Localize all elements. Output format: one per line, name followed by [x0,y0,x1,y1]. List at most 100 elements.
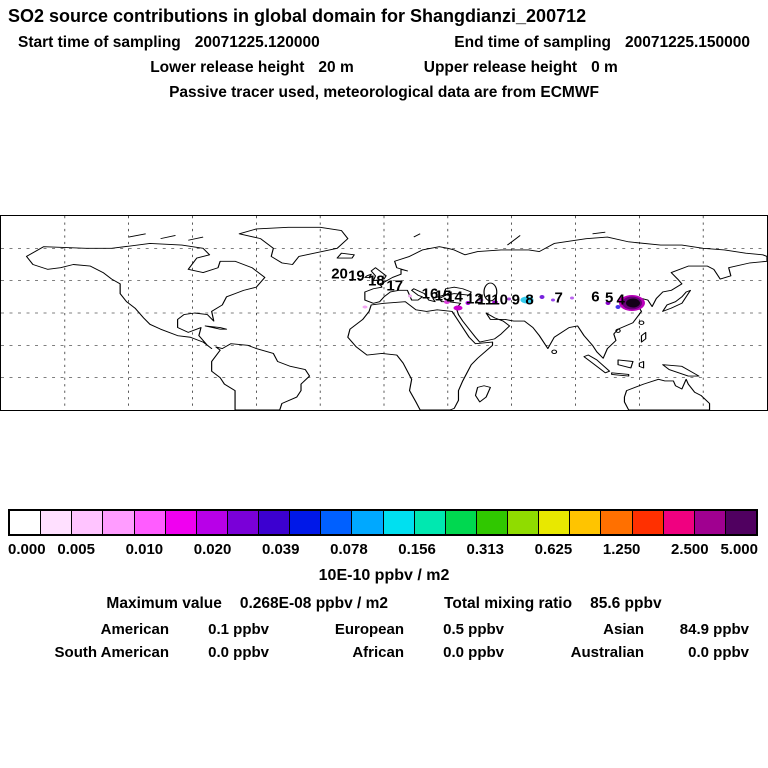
colorbar-cell [693,511,725,534]
stat-label: American [100,621,169,638]
coast-ireland [364,273,372,278]
start-time-value: 20071225.120000 [194,34,320,51]
concentration-patch [570,296,575,300]
trajectory-day-label: 18 [367,272,385,290]
concentration-patch [362,305,368,309]
maximum-value: Maximum value 0.268E-08 ppbv / m2 [106,595,388,613]
lower-release-label: Lower release height [150,59,305,76]
colorbar-cell [289,511,321,534]
colorbar-tick: 0.000 [8,541,46,558]
colorbar-tick: 0.313 [466,541,505,558]
colorbar-cell [320,511,352,534]
trajectory-day-label: 15 [434,287,452,305]
trajectory-day-label: 8 [525,291,534,309]
colorbar-tick: 0.005 [57,541,95,558]
colorbar-units: 10E-10 ppbv / m2 [318,567,450,584]
trajectory-day-label: 20 [331,265,348,283]
stat-label: African [352,644,404,661]
colorbar-cell [382,511,414,534]
lower-release-value: 20 m [318,59,354,76]
concentration-patch [506,297,511,301]
maximum-value-number: 0.268E-08 ppbv / m2 [239,595,389,612]
total-mixing-ratio: Total mixing ratio 85.6 ppbv [444,595,662,613]
colorbar-cell [164,511,196,534]
colorbar-tick: 5.000 [720,541,758,558]
coast-hainan [615,328,621,333]
coast-sumatra [583,354,611,374]
total-mixing-ratio-label: Total mixing ratio [444,595,573,612]
colorbar-cell [631,511,663,534]
colorbar-tick: 0.020 [193,541,232,558]
start-time: Start time of sampling 20071225.120000 [18,34,320,52]
concentration-patch [550,298,555,302]
stat-value: 0.0 ppbv [688,644,749,661]
colorbar-tick: 0.039 [261,541,300,558]
coast-south-america [211,343,311,410]
concentration-patch [520,296,534,304]
colorbar-cell [600,511,632,534]
coast-iceland [336,252,355,259]
coast-madagascar [474,385,491,403]
colorbar-cell [475,511,507,534]
coast-new-guinea [662,364,700,377]
world-map-panel: 20 19 18 17 16 15 14 12 11 10 9 8 7 6 5 4 [0,215,768,411]
colorbar-tick: 1.250 [602,541,641,558]
colorbar-cell [133,511,165,534]
total-mixing-ratio-number: 85.6 ppbv [590,595,662,612]
stat-value: 0.1 ppbv [208,621,269,638]
trajectory-day-label: 5 [605,289,614,307]
colorbar-tick: 0.078 [330,541,368,558]
coast-sri-lanka [551,349,558,355]
trajectory-day-label: 4 [616,291,625,309]
arctic-islands [128,231,606,246]
concentration-patch [453,305,463,311]
lower-release-height: Lower release height 20 m [150,59,354,77]
upper-release-height: Upper release height 0 m [424,59,618,77]
stat-label: Asian [603,621,644,638]
concentration-patch [465,301,471,306]
colorbar-cell [10,511,41,534]
trajectory-day-label: 10 [491,291,508,309]
trajectory-day-label: 7 [554,289,563,307]
coast-sulawesi [638,361,645,369]
coast-japan [662,289,691,312]
coast-greenland [238,226,349,265]
trajectory-day-label: 9 [511,291,520,309]
concentration-patch [443,300,450,305]
colorbar-cell [40,511,72,534]
coast-eurasia [364,236,767,359]
concentration-patch [478,298,484,302]
coastlines [25,226,767,410]
colorbar-cell [195,511,227,534]
colorbar-cell [538,511,570,534]
plot-header: SO2 source contributions in global domai… [0,6,768,102]
concentration-patch [408,294,413,298]
trajectory-day-label: 12 [466,290,483,308]
colorbar-cell [258,511,290,534]
trajectory-day-label: 11 [477,291,494,309]
colorbar-cell [102,511,134,534]
stats-grid: American 0.1 ppbv European 0.5 ppbv Asian 84.… [19,621,749,661]
colorbar-ticks: 0.000 0.005 0.010 0.020 0.039 0.078 0.156 0.313… [8,541,758,559]
stat-value: 0.0 ppbv [443,644,504,661]
coast-africa [347,301,494,410]
trajectory-day-label: 17 [386,277,404,295]
stat-value: 0.5 ppbv [443,621,504,638]
maximum-value-label: Maximum value [106,595,222,612]
colorbar-cell [507,511,539,534]
stats-summary-line: Maximum value 0.268E-08 ppbv / m2 Total … [0,595,768,613]
colorbar-tick: 0.156 [398,541,436,558]
colorbar-tick: 2.500 [671,541,709,558]
colorbar-cell [662,511,694,534]
concentration-patch [605,301,611,306]
trajectory-day-label: 19 [348,267,365,285]
stat-value: 0.0 ppbv [208,644,269,661]
trajectory-day-label: 16 [421,285,439,303]
stat-label: Australian [570,644,644,661]
coast-taiwan [638,320,645,325]
coast-java [611,372,630,377]
colorbar-cell [569,511,601,534]
colorbar-tick: 0.625 [534,541,573,558]
world-map [1,216,767,410]
colorbar-cell [724,511,756,534]
